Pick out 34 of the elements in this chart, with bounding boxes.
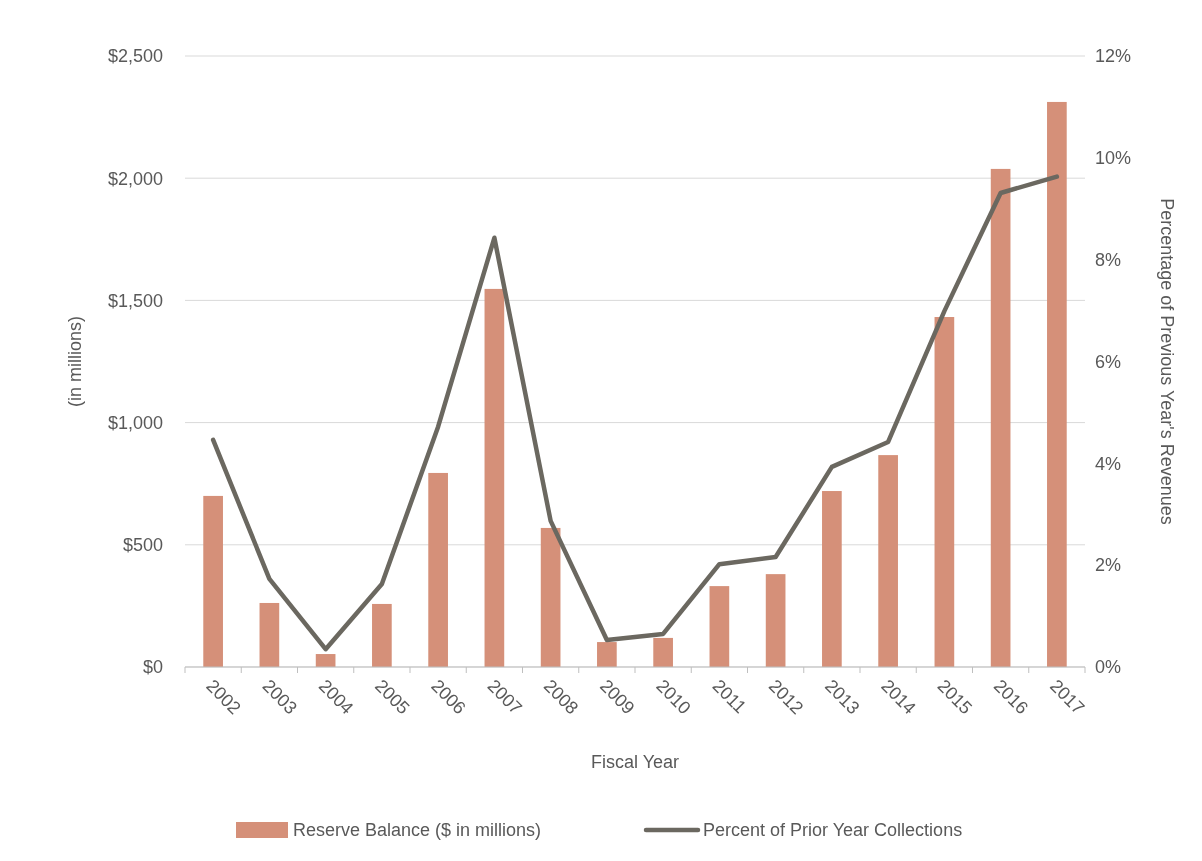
bar: [878, 455, 898, 667]
y-tick-label: $500: [122, 535, 163, 556]
bar: [540, 527, 561, 667]
y-tick-label: $2,000: [107, 168, 163, 189]
y-tick-label: $1,500: [107, 290, 163, 311]
y2-tick-label: 8%: [1095, 249, 1122, 270]
bar: [1047, 101, 1067, 667]
bar: [259, 602, 280, 667]
y2-tick-label: 2%: [1095, 555, 1122, 576]
bar: [428, 472, 448, 667]
y2-axis-title: Percentage of Previous Year's Revenues: [1157, 198, 1177, 525]
y-tick-label: $2,500: [107, 46, 163, 67]
y-tick-label: $1,000: [107, 412, 163, 433]
bar: [653, 637, 673, 667]
bar: [709, 586, 730, 667]
x-axis-title: Fiscal Year: [590, 752, 680, 772]
y-tick-label: $0: [142, 657, 163, 678]
bar: [484, 288, 505, 667]
line-series: [210, 174, 1060, 652]
bar: [203, 495, 223, 667]
legend-label: Percent of Prior Year Collections: [703, 820, 963, 841]
bar: [934, 317, 955, 667]
bar: [990, 168, 1011, 667]
y2-tick-label: 12%: [1095, 46, 1132, 67]
bar: [597, 642, 617, 667]
bar: [765, 574, 786, 667]
y2-tick-label: 6%: [1095, 351, 1122, 372]
legend-label: Reserve Balance ($ in millions): [293, 820, 542, 841]
y2-tick-label: 4%: [1095, 453, 1122, 474]
y2-tick-label: 0%: [1095, 657, 1122, 678]
y-axis-title: (in millions): [65, 315, 85, 408]
bar: [822, 491, 842, 667]
bar: [372, 603, 392, 667]
y2-tick-label: 10%: [1095, 148, 1132, 169]
